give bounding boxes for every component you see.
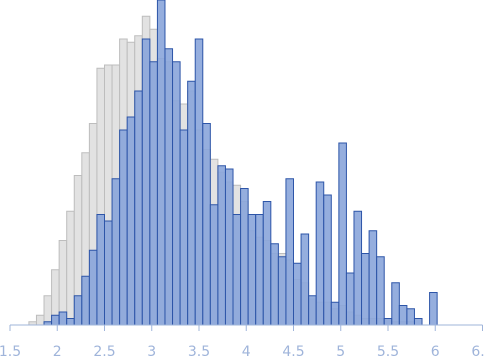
histogram-bar [315, 181, 325, 326]
histogram-bar [240, 188, 249, 326]
x-tick-label: 6.5 [471, 344, 484, 360]
histogram-bar [202, 123, 211, 326]
histogram-bar [172, 61, 181, 326]
histogram-bar [391, 282, 400, 326]
histogram-bar [232, 214, 242, 326]
histogram-bar [141, 38, 151, 326]
histogram-bar [134, 90, 143, 326]
histogram-bar [73, 295, 83, 326]
histogram-bar [187, 80, 196, 326]
histogram-bar [96, 214, 106, 326]
histogram-bar [270, 243, 279, 326]
histogram-bar [66, 210, 75, 326]
x-tick-label: 4.5 [282, 344, 304, 360]
histogram-bar [194, 38, 204, 326]
histogram-bar [119, 129, 128, 326]
histogram-bar [383, 318, 393, 326]
x-tick-label: 2 [53, 344, 62, 360]
x-tick-label: 2.5 [93, 344, 115, 360]
x-tick-label: 5.5 [377, 344, 399, 360]
histogram-bar [179, 129, 189, 326]
histogram-bar [338, 142, 347, 326]
histogram-bar [104, 220, 113, 326]
histogram-bar [156, 0, 166, 326]
histogram-bar [35, 314, 45, 326]
histogram-bar [406, 308, 415, 326]
x-tick-label: 3.5 [188, 344, 210, 360]
histogram-bar [345, 272, 355, 326]
histogram-bar [308, 295, 317, 326]
histogram-bar [224, 168, 234, 326]
histogram-bar [164, 48, 174, 326]
x-tick-label: 5 [336, 344, 345, 360]
x-tick-label: 4 [242, 344, 251, 360]
histogram-bar [43, 295, 53, 326]
histogram-bar [413, 318, 423, 326]
histogram-bar [149, 61, 158, 326]
histogram-bar [66, 318, 75, 326]
histogram-bar [209, 204, 219, 326]
histogram-bar [58, 311, 68, 326]
histogram-bar [368, 230, 378, 326]
histogram-bar [323, 194, 332, 326]
histogram-bar [293, 262, 302, 326]
histogram-bar [111, 178, 121, 326]
histogram-bar [398, 305, 408, 326]
x-tick-label: 1.5 [0, 344, 21, 360]
histogram-bar [376, 256, 385, 326]
histogram-bar [88, 249, 98, 326]
histogram-bar [429, 292, 438, 326]
histogram-bar [255, 214, 264, 326]
histogram-bar [247, 214, 257, 326]
histogram-bar [277, 256, 287, 326]
histogram-bar [262, 201, 272, 326]
histogram-bar [300, 233, 310, 326]
histogram-bar [361, 253, 370, 326]
x-tick-label: 6 [431, 344, 440, 360]
histogram-bar [330, 301, 340, 326]
histogram-bar [51, 314, 60, 326]
x-tick-label: 3 [147, 344, 156, 360]
histogram-bar [126, 116, 136, 326]
histogram-bar [217, 165, 226, 326]
histogram-bar [81, 275, 90, 326]
histogram-bar [353, 210, 363, 326]
histogram-bar [285, 178, 295, 326]
